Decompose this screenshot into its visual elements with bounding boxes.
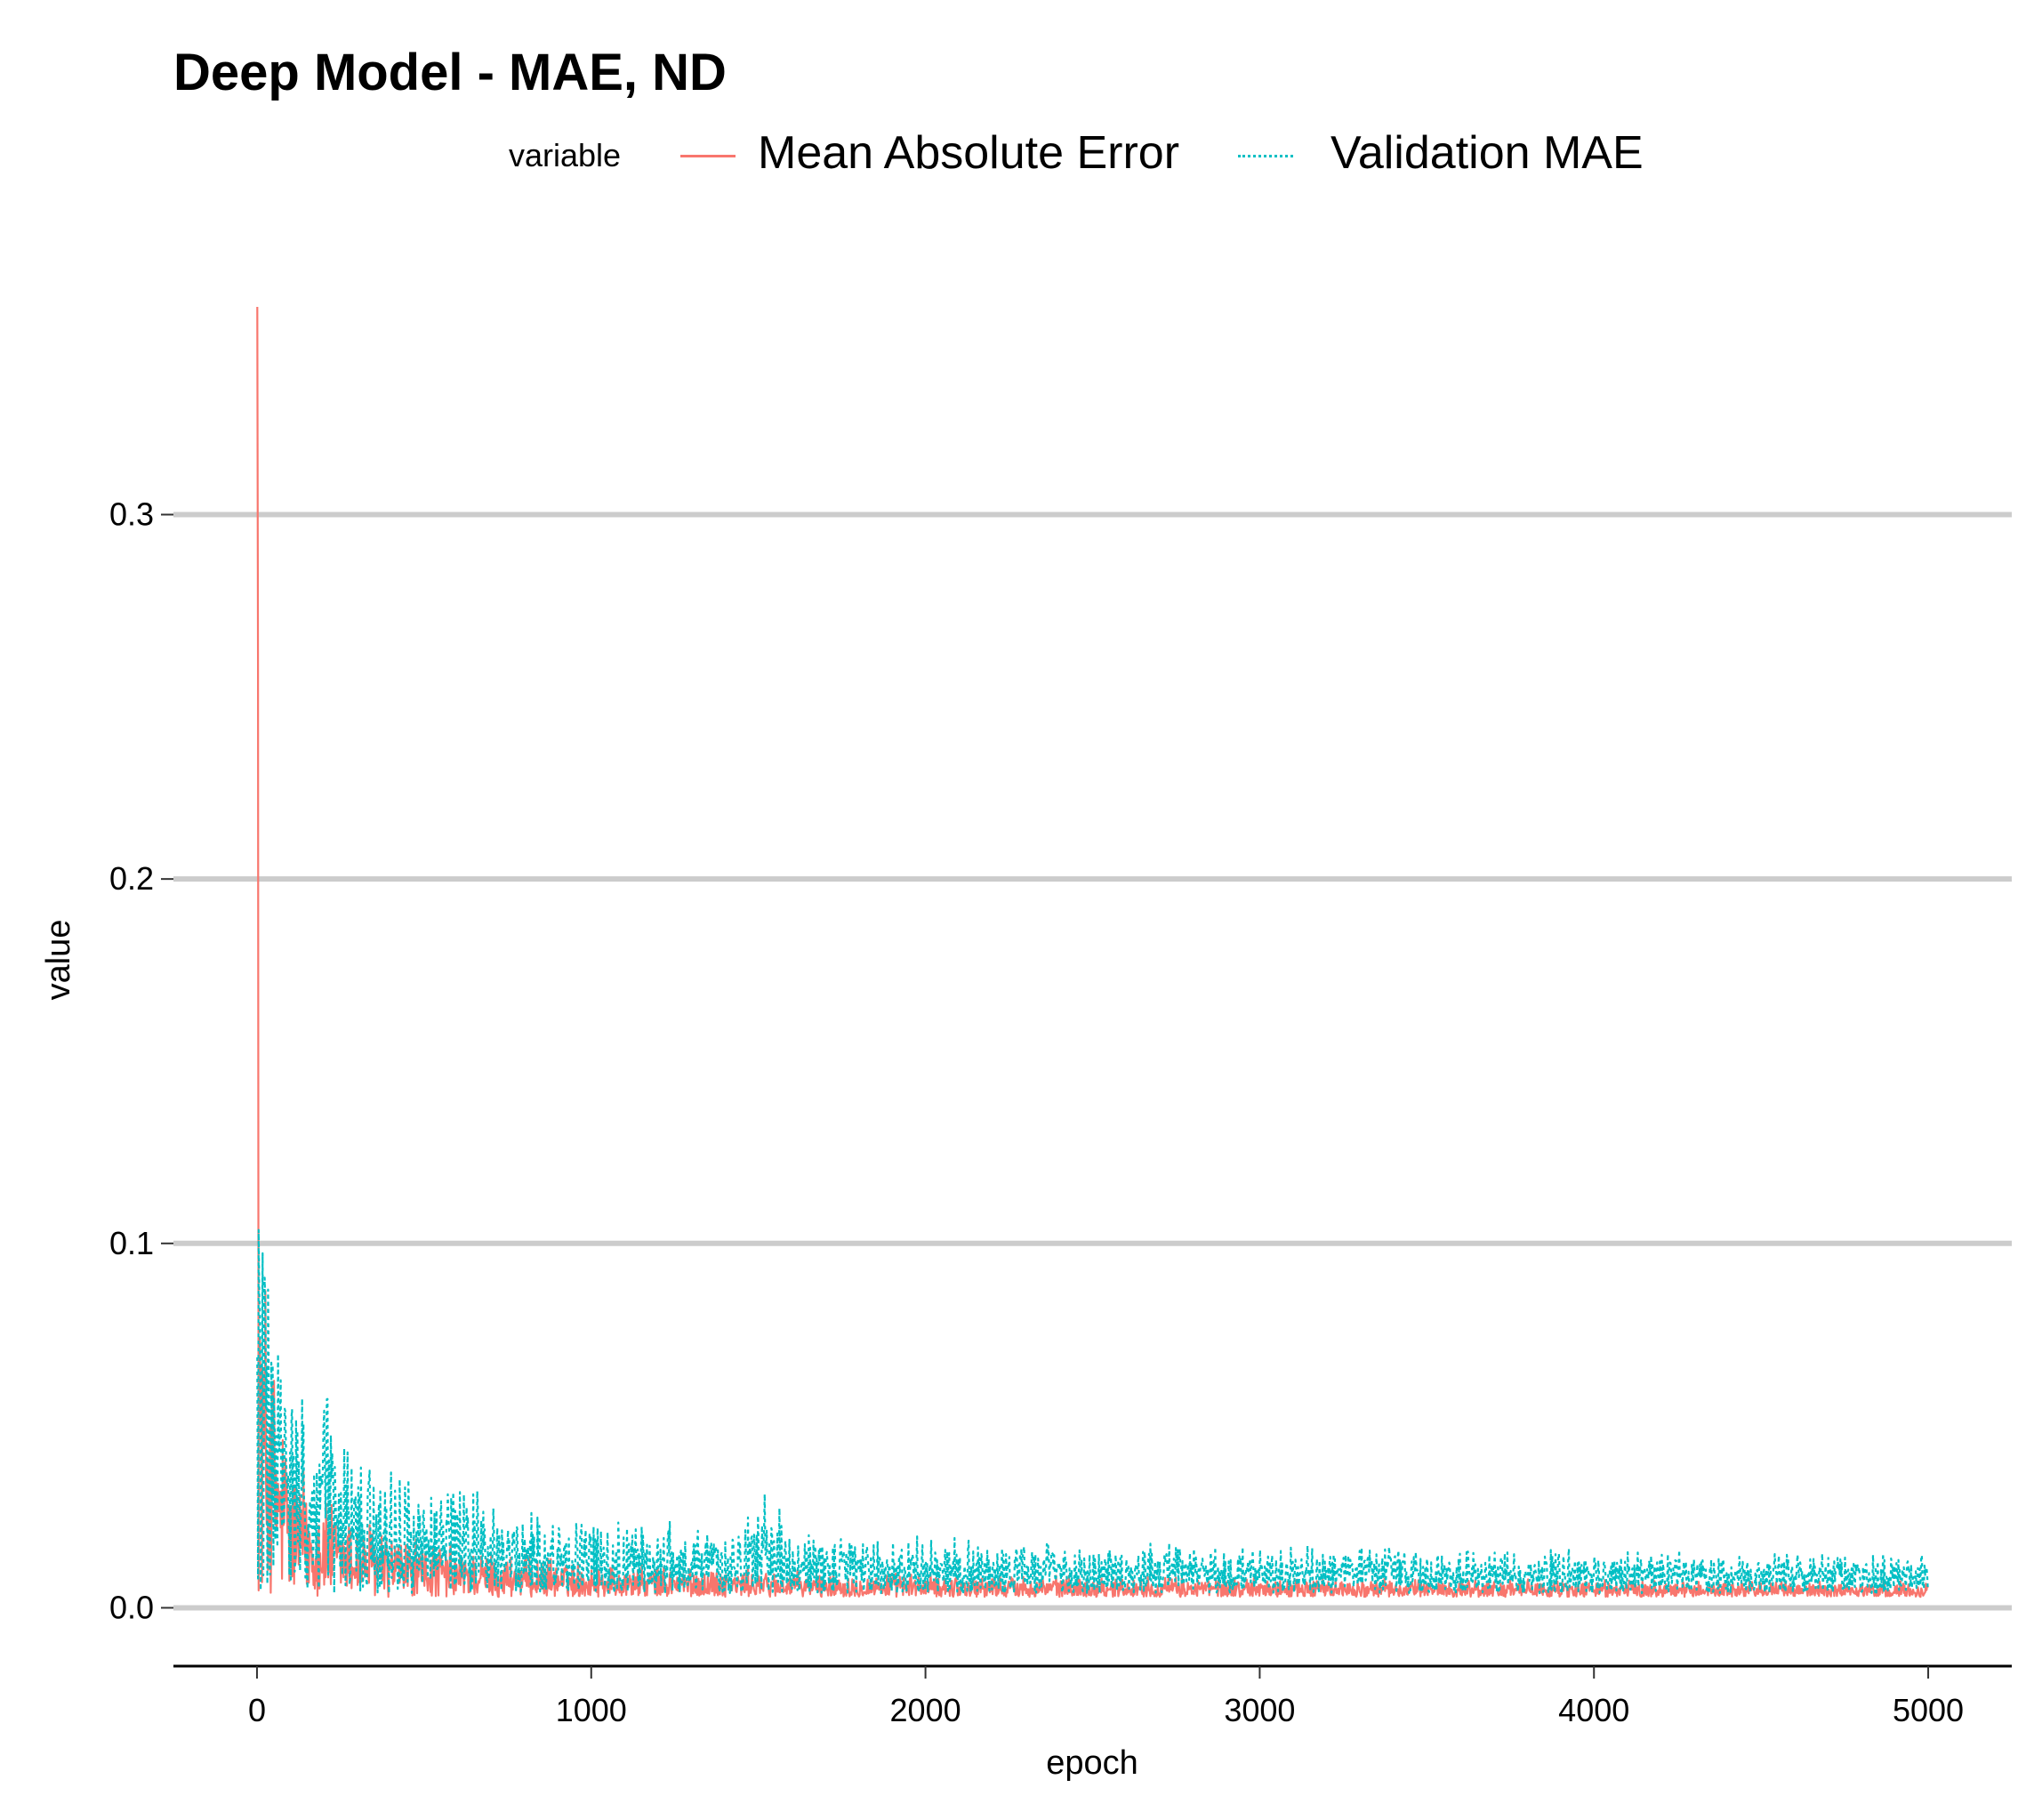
x-tick-label: 2000: [890, 1692, 961, 1728]
legend-title: variable: [509, 137, 622, 173]
y-tick-label: 0.3: [109, 496, 154, 533]
x-tick-label: 3000: [1224, 1692, 1295, 1728]
y-tick-label: 0.1: [109, 1225, 154, 1261]
legend: variable Mean Absolute Error Validation …: [0, 125, 2042, 187]
y-tick-label: 0.2: [109, 860, 154, 897]
legend-label-validation-mae: Validation MAE: [1331, 127, 1644, 179]
y-axis-label: value: [40, 920, 77, 1001]
x-tick-label: 1000: [556, 1692, 627, 1728]
legend-key-validation-mae: [1238, 155, 1293, 157]
y-tick-label: 0.0: [109, 1589, 154, 1625]
series-layer: [256, 306, 1929, 1599]
x-axis-label: epoch: [1046, 1744, 1138, 1782]
x-tick-label: 0: [248, 1692, 266, 1728]
series-mean-absolute-error: [256, 306, 1929, 1599]
grid-layer: [173, 511, 2012, 1611]
axis-layer: 0.0 0.1 0.2 0.3 0 1000 2000 3000 4000 5000: [109, 496, 2012, 1728]
series-validation-mae: [256, 1228, 1929, 1595]
x-tick-label: 5000: [1893, 1692, 1964, 1728]
x-tick-label: 4000: [1558, 1692, 1629, 1728]
legend-label-mean-absolute-error: Mean Absolute Error: [758, 127, 1180, 179]
legend-key-mean-absolute-error: [680, 155, 736, 157]
chart-title: Deep Model - MAE, ND: [173, 44, 727, 101]
